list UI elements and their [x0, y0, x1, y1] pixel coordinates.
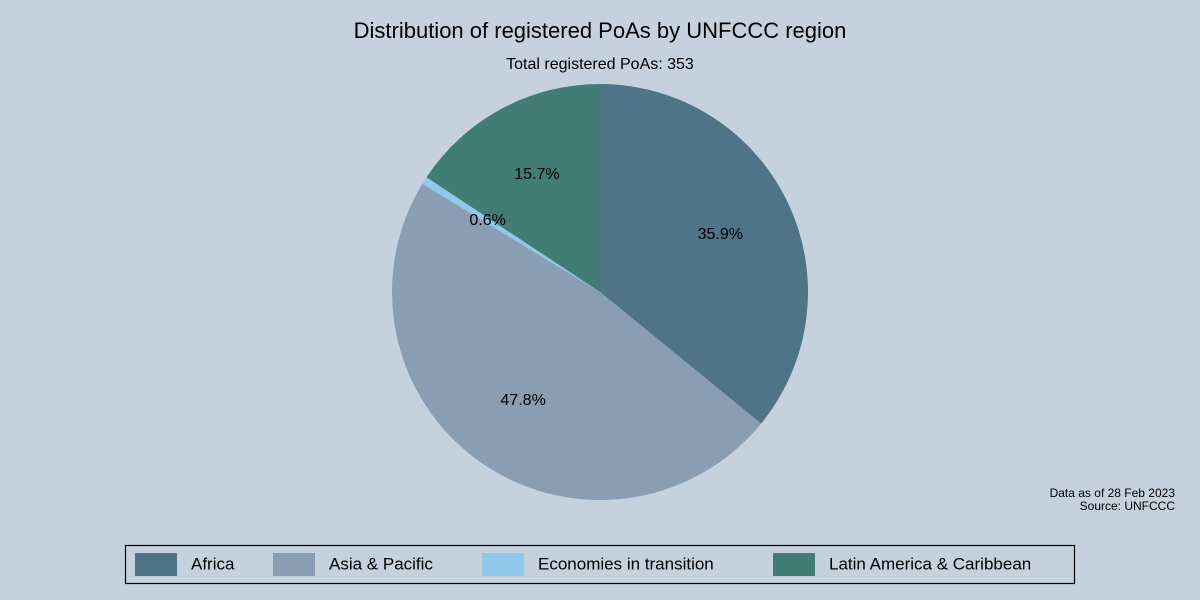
legend-label: Latin America & Caribbean — [829, 554, 1031, 573]
data-label: 15.7% — [514, 166, 559, 183]
legend-swatch — [273, 553, 315, 576]
legend-swatch — [135, 553, 177, 576]
pie-slice — [422, 177, 600, 292]
legend-swatch — [773, 553, 815, 576]
data-label: 0.6% — [469, 212, 505, 229]
data-label: 47.8% — [500, 392, 545, 409]
legend-swatch — [482, 553, 524, 576]
legend-box — [124, 544, 1076, 585]
pie-slice — [392, 183, 762, 500]
legend-label: Africa — [191, 554, 235, 573]
chart-title: Distribution of registered PoAs by UNFCC… — [354, 18, 847, 43]
note: Source: UNFCCC — [1080, 499, 1176, 513]
data-label: 35.9% — [698, 226, 743, 243]
pie-slice — [426, 84, 600, 292]
pie-slice — [600, 84, 808, 424]
chart-subtitle: Total registered PoAs: 353 — [506, 56, 694, 73]
note: Data as of 28 Feb 2023 — [1050, 486, 1176, 500]
legend-label: Economies in transition — [538, 554, 714, 573]
legend-label: Asia & Pacific — [329, 554, 433, 573]
